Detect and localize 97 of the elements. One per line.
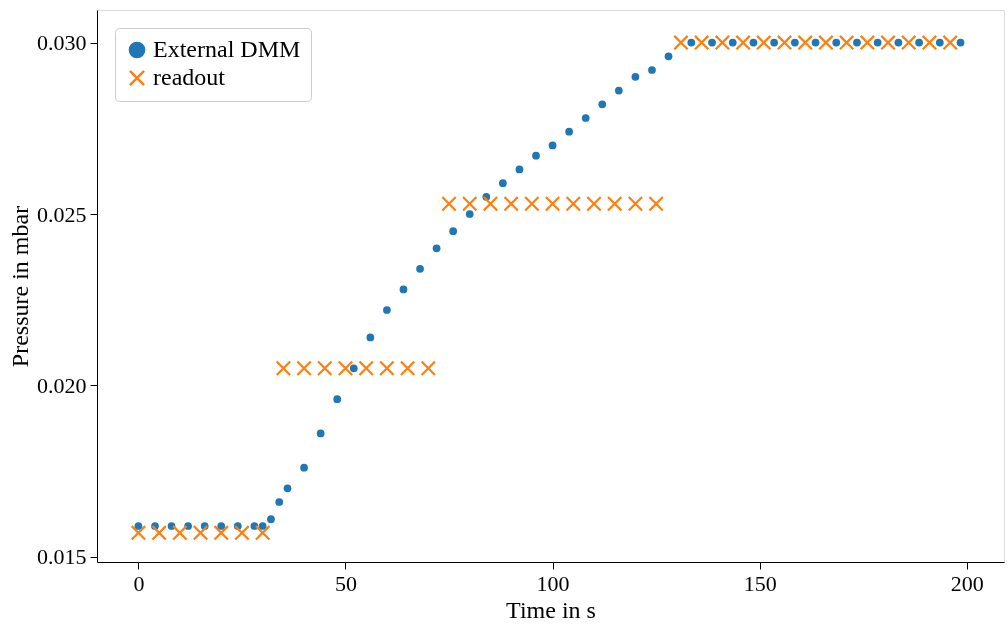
x-tick-label: 0 xyxy=(133,570,145,596)
point xyxy=(358,360,375,377)
point xyxy=(606,195,623,212)
point xyxy=(420,360,437,377)
point xyxy=(399,285,408,294)
point xyxy=(349,364,358,373)
point xyxy=(254,525,271,541)
point xyxy=(627,195,644,212)
x-tick-label: 50 xyxy=(334,570,357,596)
point xyxy=(586,195,602,212)
point xyxy=(465,210,474,218)
point xyxy=(749,38,758,47)
legend-label: External DMM xyxy=(153,36,301,62)
point xyxy=(776,34,793,51)
point xyxy=(366,333,375,342)
point xyxy=(838,34,855,51)
point xyxy=(515,165,524,174)
point xyxy=(714,34,731,51)
y-tick-label: 0.025 xyxy=(37,201,87,227)
point xyxy=(693,34,710,51)
point xyxy=(942,34,958,51)
point xyxy=(296,360,312,377)
point xyxy=(503,195,519,212)
point xyxy=(900,34,917,51)
point xyxy=(614,86,623,95)
point xyxy=(524,195,540,212)
y-tick-label: 0.030 xyxy=(37,30,87,56)
point xyxy=(832,38,841,47)
point xyxy=(664,52,673,61)
point xyxy=(283,484,292,493)
point xyxy=(880,34,896,51)
x-axis-title: Time in s xyxy=(506,596,596,623)
point xyxy=(797,34,814,51)
point xyxy=(894,38,903,47)
point xyxy=(441,195,457,212)
point xyxy=(172,525,188,541)
point xyxy=(337,360,354,377)
y-tick-label: 0.015 xyxy=(37,544,87,570)
point xyxy=(735,34,751,51)
point xyxy=(648,66,656,74)
point xyxy=(151,525,167,541)
point xyxy=(316,360,333,377)
point xyxy=(333,395,342,404)
point xyxy=(770,38,779,47)
point xyxy=(482,195,499,212)
point xyxy=(859,34,876,51)
point xyxy=(565,127,574,136)
point xyxy=(673,34,689,51)
point xyxy=(275,360,292,377)
point xyxy=(449,227,458,236)
point xyxy=(192,525,209,541)
point xyxy=(548,141,557,150)
point xyxy=(383,306,391,314)
point xyxy=(234,525,250,541)
point xyxy=(755,34,772,51)
point xyxy=(130,525,147,541)
point xyxy=(598,100,607,109)
point xyxy=(416,264,424,273)
point xyxy=(213,525,230,541)
legend-label: readout xyxy=(153,64,226,90)
point xyxy=(728,38,737,47)
x-tick-label: 150 xyxy=(743,570,777,596)
point xyxy=(708,38,716,47)
point xyxy=(461,195,478,212)
point xyxy=(134,522,143,530)
point xyxy=(935,38,944,47)
point xyxy=(648,195,664,212)
point xyxy=(790,38,799,47)
point xyxy=(921,34,938,51)
point xyxy=(565,195,582,212)
x-tick-label: 100 xyxy=(536,570,570,596)
point xyxy=(167,522,176,530)
point xyxy=(631,72,640,81)
point xyxy=(275,498,284,506)
point xyxy=(300,463,308,472)
point xyxy=(915,38,923,47)
point xyxy=(250,522,259,530)
point xyxy=(499,179,507,188)
point xyxy=(873,38,882,47)
point xyxy=(687,38,696,47)
point xyxy=(432,244,441,253)
x-tick-label: 200 xyxy=(950,570,984,596)
point xyxy=(399,360,416,377)
point xyxy=(258,522,267,530)
point xyxy=(853,38,861,47)
point xyxy=(316,429,325,438)
point xyxy=(581,114,590,122)
point xyxy=(267,515,275,524)
point xyxy=(544,195,561,212)
point xyxy=(818,34,834,51)
point xyxy=(811,38,820,47)
point xyxy=(956,38,965,47)
point xyxy=(379,360,395,377)
y-axis-title: Pressure in mbar xyxy=(7,205,33,368)
point xyxy=(217,522,226,530)
y-tick-label: 0.020 xyxy=(37,372,87,398)
point xyxy=(532,151,540,160)
